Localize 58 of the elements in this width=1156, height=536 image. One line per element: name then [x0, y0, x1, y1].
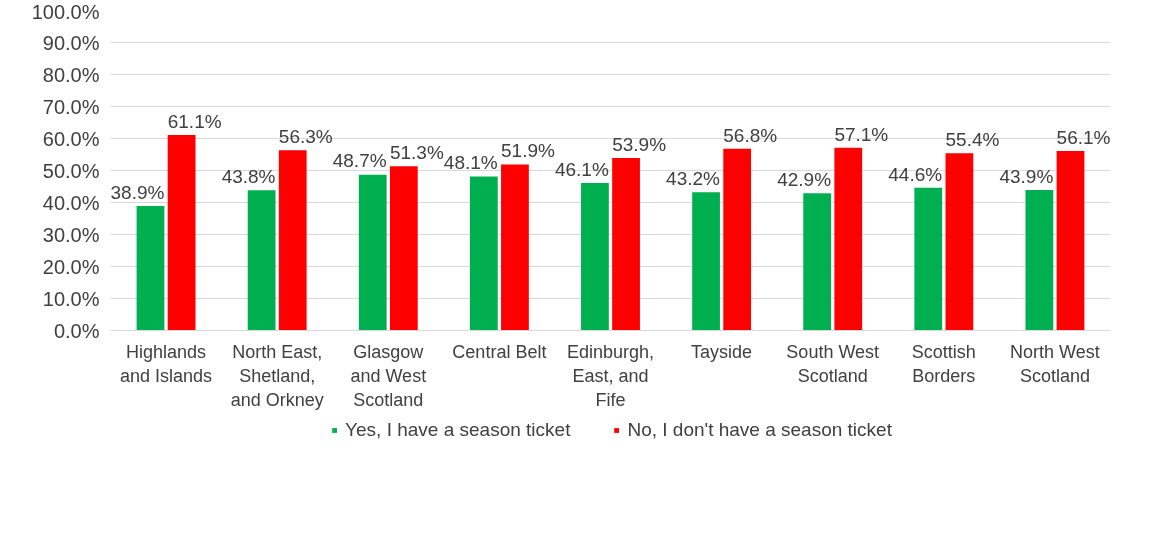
bar [469, 176, 498, 331]
legend-label: Yes, I have a season ticket [345, 419, 571, 441]
y-tick-label: 100.0% [31, 0, 100, 23]
x-tick-label: Scottish Borders [911, 341, 976, 386]
legend-label: No, I don't have a season ticket [627, 419, 892, 441]
y-tick-label: 50.0% [42, 159, 100, 182]
y-tick-label: 10.0% [42, 287, 100, 310]
data-label: 38.9% [110, 181, 165, 203]
data-label: 53.9% [612, 133, 667, 155]
data-label: 56.1% [1056, 126, 1111, 148]
x-tick-label: Glasgow and West Scotland [350, 341, 427, 410]
bar [167, 134, 196, 331]
bar [612, 158, 640, 331]
data-label: 43.2% [666, 168, 721, 190]
data-label: 43.8% [221, 166, 276, 188]
data-label: 42.9% [777, 169, 832, 191]
x-tick-label: Edinburgh, East, and Fife [566, 341, 655, 410]
x-tick-label: South West Scotland [786, 341, 880, 386]
bar [803, 193, 832, 331]
bar [389, 166, 418, 331]
bar [247, 190, 276, 331]
y-tick-label: 80.0% [42, 63, 100, 86]
bar [692, 192, 720, 331]
data-label: 51.3% [389, 142, 444, 164]
y-tick-label: 0.0% [53, 319, 100, 342]
y-tick-label: 90.0% [42, 31, 100, 54]
data-label: 61.1% [167, 110, 222, 132]
data-label: 48.1% [443, 152, 498, 174]
y-tick-label: 70.0% [42, 95, 100, 118]
y-tick-label: 30.0% [42, 223, 100, 246]
bar [278, 150, 307, 331]
x-tick-label: North East, Shetland, and Orkney [230, 341, 324, 410]
data-label: 56.8% [723, 124, 778, 146]
bar [914, 187, 943, 331]
x-tick-label: Highlands and Islands [120, 341, 213, 386]
x-tick-label: Tayside [691, 341, 753, 362]
bar [358, 174, 387, 331]
data-label: 51.9% [501, 140, 556, 162]
x-tick-label: North West Scotland [1010, 341, 1100, 386]
bar [581, 182, 609, 331]
y-tick-label: 20.0% [42, 255, 100, 278]
bar [1056, 150, 1085, 331]
data-label: 44.6% [888, 163, 943, 185]
x-tick-label: Central Belt [452, 341, 547, 362]
bar [501, 164, 529, 331]
bar [1025, 190, 1054, 331]
bar [723, 148, 752, 331]
data-label: 57.1% [834, 123, 889, 145]
data-label: 46.1% [554, 158, 609, 180]
data-label: 43.9% [999, 165, 1054, 187]
y-tick-label: 40.0% [42, 191, 100, 214]
bar [834, 147, 863, 331]
bar [945, 153, 974, 331]
bar [136, 206, 165, 331]
y-tick-label: 60.0% [42, 127, 100, 150]
data-label: 56.3% [278, 126, 333, 148]
data-label: 48.7% [332, 150, 387, 172]
data-label: 55.4% [945, 129, 1000, 151]
